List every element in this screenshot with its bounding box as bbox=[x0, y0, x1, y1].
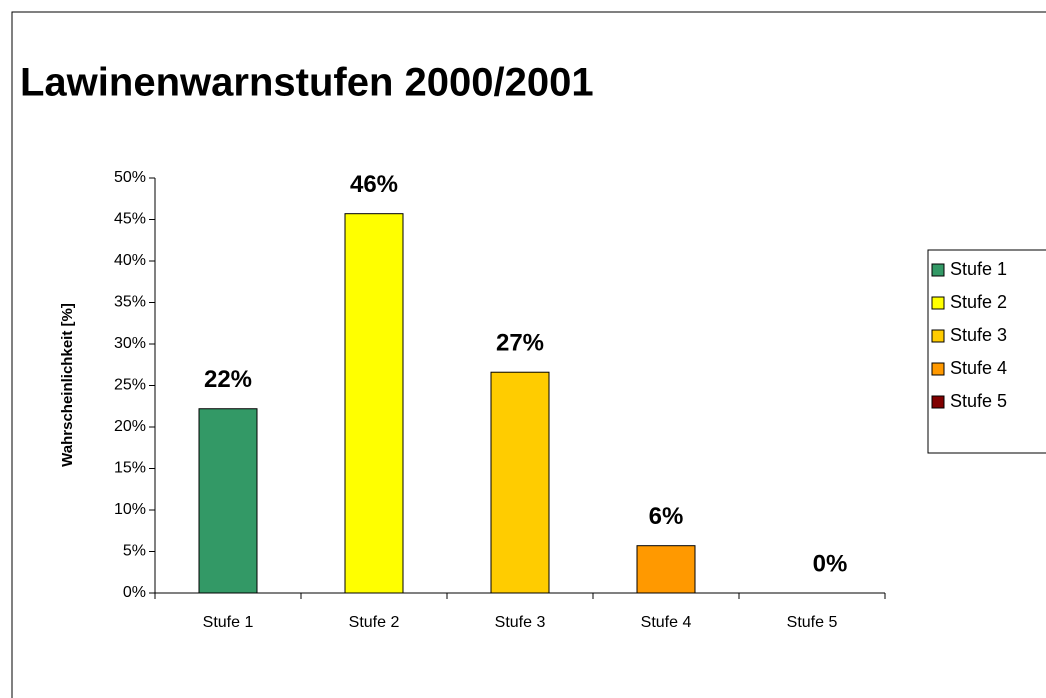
y-tick-label: 25% bbox=[114, 377, 146, 394]
bar bbox=[198, 408, 258, 594]
y-axis-label: Wahrscheinlichkeit [%] bbox=[59, 303, 76, 467]
x-tick-label: Stufe 1 bbox=[203, 614, 254, 631]
value-label: 6% bbox=[649, 503, 684, 530]
value-label: 27% bbox=[496, 330, 544, 357]
legend-label: Stufe 3 bbox=[950, 325, 1007, 345]
y-tick-label: 15% bbox=[114, 460, 146, 477]
value-label: 0% bbox=[813, 550, 848, 577]
chart-frame bbox=[11, 11, 1046, 698]
legend-swatch bbox=[931, 362, 945, 376]
legend-box bbox=[927, 249, 1046, 454]
value-label: 46% bbox=[350, 171, 398, 198]
value-label: 22% bbox=[204, 366, 252, 393]
y-tick-label: 20% bbox=[114, 418, 146, 435]
y-tick-label: 30% bbox=[114, 335, 146, 352]
x-tick-label: Stufe 3 bbox=[495, 614, 546, 631]
legend-label: Stufe 4 bbox=[950, 358, 1007, 378]
legend-swatch bbox=[931, 296, 945, 310]
y-tick-label: 10% bbox=[114, 501, 146, 518]
x-tick-label: Stufe 5 bbox=[787, 614, 838, 631]
bar bbox=[636, 545, 696, 594]
y-tick-label: 35% bbox=[114, 294, 146, 311]
x-tick-label: Stufe 4 bbox=[641, 614, 692, 631]
y-tick-label: 50% bbox=[114, 169, 146, 186]
legend-label: Stufe 5 bbox=[950, 391, 1007, 411]
bar bbox=[490, 371, 550, 594]
bar bbox=[344, 213, 404, 594]
x-tick-label: Stufe 2 bbox=[349, 614, 400, 631]
chart-title: Lawinenwarnstufen 2000/2001 bbox=[20, 61, 594, 105]
y-tick-label: 5% bbox=[123, 543, 146, 560]
legend-swatch bbox=[931, 395, 945, 409]
legend-label: Stufe 2 bbox=[950, 292, 1007, 312]
y-tick-label: 45% bbox=[114, 211, 146, 228]
y-tick-label: 0% bbox=[123, 584, 146, 601]
legend-label: Stufe 1 bbox=[950, 259, 1007, 279]
legend-swatch bbox=[931, 329, 945, 343]
y-tick-label: 40% bbox=[114, 252, 146, 269]
legend-swatch bbox=[931, 263, 945, 277]
